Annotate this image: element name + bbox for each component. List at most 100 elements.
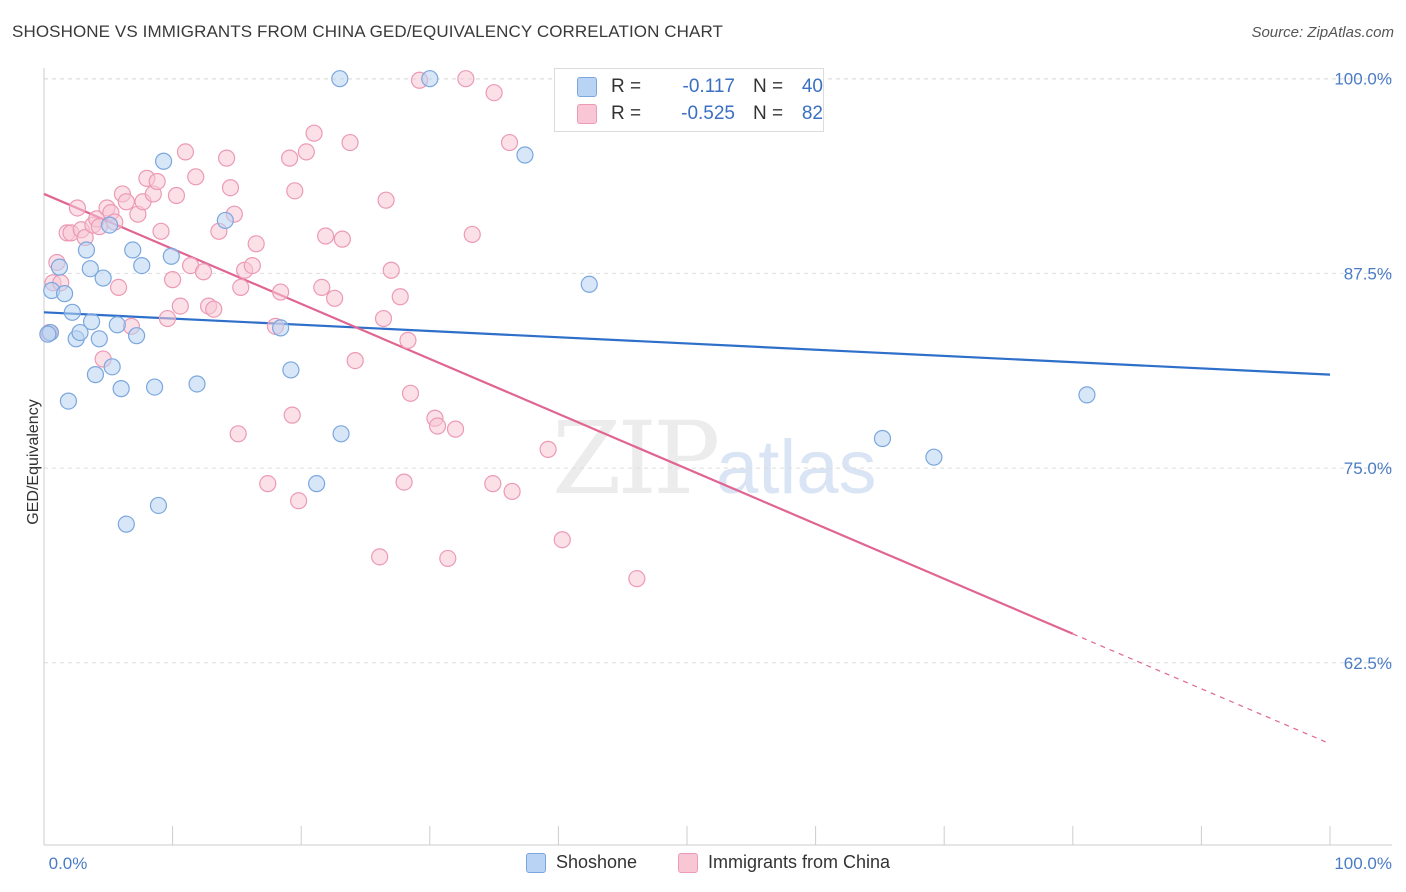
data-point-china — [333, 230, 351, 248]
chart-title: SHOSHONE VS IMMIGRANTS FROM CHINA GED/EQ… — [12, 22, 724, 41]
data-point-china — [167, 186, 186, 205]
data-point-china — [539, 440, 557, 458]
tick-labels: 62.5% 75.0% 87.5% 100.0% 0.0% 100.0% — [49, 70, 1392, 873]
axes — [43, 68, 1392, 846]
data-point-shoshone — [188, 375, 206, 393]
data-point-china — [187, 168, 205, 186]
bottom-legend-swatch-shoshone — [526, 852, 546, 873]
data-point-china — [286, 182, 304, 200]
legend-r-label: R = — [611, 103, 642, 124]
data-point-china — [152, 222, 170, 240]
data-point-china — [243, 256, 261, 275]
data-point-china — [553, 531, 571, 549]
data-point-china — [259, 475, 277, 493]
watermark-atlas: atlas — [716, 425, 877, 510]
legend-r-value: -0.117 — [682, 76, 735, 97]
data-point-china — [109, 278, 128, 297]
bottom-legend-swatch-china — [678, 852, 698, 873]
data-point-shoshone — [516, 146, 534, 164]
stats-legend: R = -0.117 N = 40 R = -0.525 N = 82 — [554, 68, 824, 132]
data-point-china — [171, 297, 189, 315]
legend-swatch-shoshone — [577, 77, 597, 97]
bottom-legend-shoshone: Shoshone — [526, 852, 637, 873]
data-point-china — [341, 133, 359, 152]
legend-swatch-china — [577, 104, 597, 124]
data-point-shoshone — [55, 285, 74, 303]
points-shoshone — [39, 70, 1096, 533]
bottom-legend-label-shoshone: Shoshone — [556, 852, 638, 872]
data-point-china — [68, 199, 87, 217]
data-point-china — [317, 227, 335, 245]
data-point-shoshone — [272, 319, 290, 337]
data-point-china — [382, 261, 400, 279]
data-point-shoshone — [100, 216, 119, 234]
data-point-china — [446, 420, 465, 438]
data-point-shoshone — [580, 275, 598, 293]
watermark-zip: ZIP — [552, 400, 720, 517]
y-tick-label: 87.5% — [1344, 264, 1392, 283]
data-point-shoshone — [77, 241, 96, 259]
data-point-shoshone — [108, 316, 126, 334]
data-point-shoshone — [63, 303, 81, 321]
data-point-shoshone — [331, 70, 349, 88]
legend-n-value: 82 — [801, 103, 823, 124]
y-axis-label: GED/Equivalency — [25, 399, 42, 524]
data-point-shoshone — [421, 70, 439, 88]
y-tick-label: 100.0% — [1334, 70, 1392, 89]
data-point-shoshone — [282, 361, 300, 379]
data-point-china — [439, 549, 457, 568]
data-point-china — [281, 149, 299, 167]
data-point-china — [463, 225, 481, 244]
data-point-china — [503, 482, 521, 501]
data-point-shoshone — [127, 327, 146, 345]
data-point-shoshone — [50, 258, 69, 276]
data-point-shoshone — [873, 429, 892, 448]
data-point-china — [484, 475, 502, 493]
data-point-china — [428, 417, 447, 435]
data-point-china — [374, 309, 393, 328]
data-point-china — [457, 70, 475, 88]
data-point-china — [399, 331, 417, 349]
data-point-china — [395, 473, 413, 491]
data-point-china — [148, 172, 166, 191]
data-point-shoshone — [59, 392, 78, 410]
data-point-shoshone — [71, 323, 89, 342]
data-point-china — [628, 570, 646, 588]
data-point-china — [176, 143, 195, 161]
data-point-china — [232, 278, 250, 297]
data-point-shoshone — [112, 380, 130, 398]
y-tick-label: 62.5% — [1344, 654, 1392, 673]
data-point-china — [391, 288, 409, 306]
data-point-china — [371, 548, 389, 566]
data-point-china — [326, 289, 344, 307]
data-point-china — [205, 300, 223, 318]
data-point-shoshone — [82, 313, 101, 331]
data-point-shoshone — [81, 260, 99, 278]
data-point-china — [313, 278, 331, 297]
data-point-shoshone — [925, 448, 943, 466]
legend-row-china: R = -0.525 N = 82 — [577, 101, 823, 127]
data-point-shoshone — [332, 425, 350, 443]
data-point-china — [247, 235, 265, 253]
bottom-legend-china: Immigrants from China — [678, 852, 890, 873]
data-point-china — [283, 406, 301, 424]
data-point-shoshone — [149, 496, 168, 515]
data-point-shoshone — [145, 378, 164, 396]
data-point-shoshone — [216, 211, 234, 230]
y-tick-label: 75.0% — [1344, 459, 1392, 478]
gridlines — [44, 78, 1392, 664]
data-point-china — [229, 425, 247, 443]
data-point-shoshone — [39, 325, 57, 343]
legend-r-value: -0.525 — [681, 103, 735, 124]
legend-n-value: 40 — [801, 76, 823, 97]
data-point-china — [305, 124, 323, 142]
data-point-shoshone — [117, 515, 135, 533]
points-immigrants-from-china — [40, 70, 646, 588]
data-point-shoshone — [308, 475, 326, 493]
data-point-china — [377, 191, 395, 209]
data-point-china — [401, 384, 420, 402]
data-point-shoshone — [90, 330, 108, 348]
data-point-china — [290, 492, 308, 510]
legend-r-label: R = — [611, 76, 642, 97]
